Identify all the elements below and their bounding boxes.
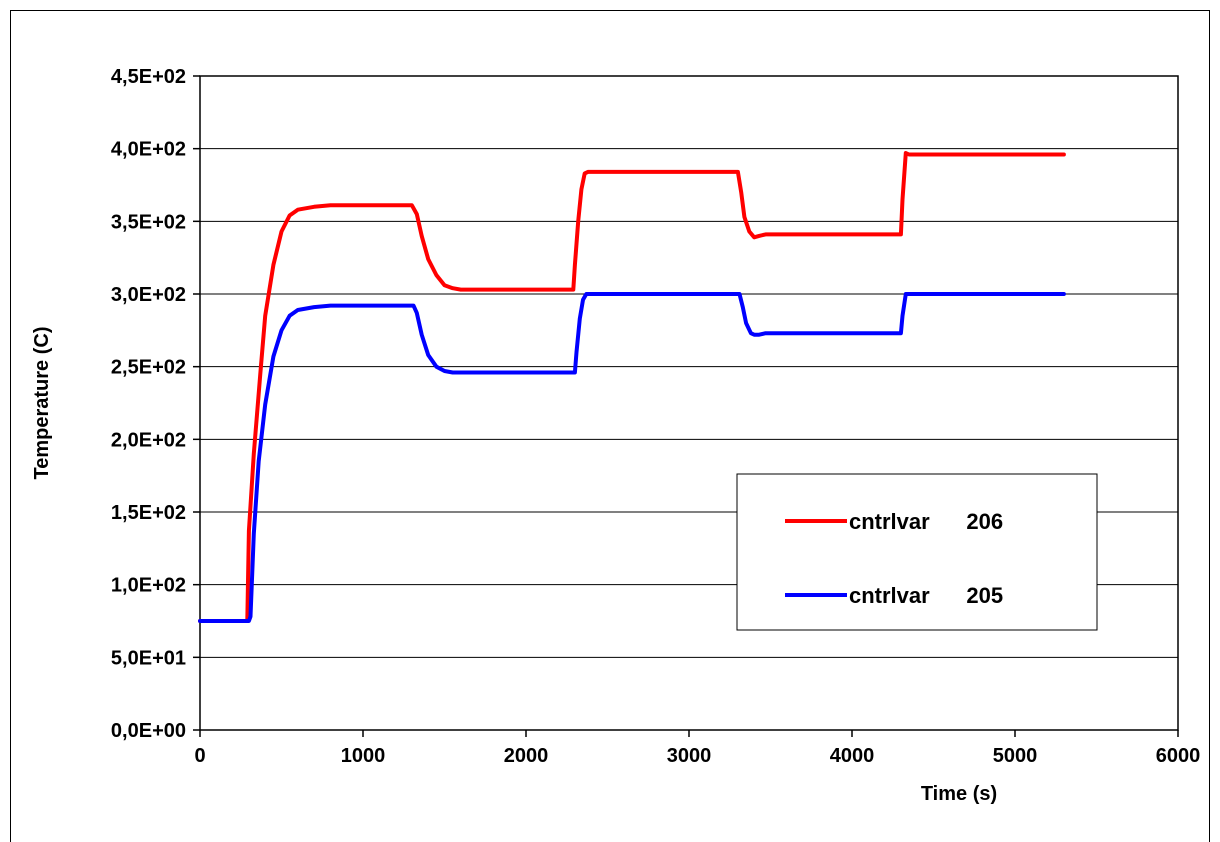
- legend-box: [736, 473, 1098, 631]
- y-tick-label: 2,5E+02: [111, 357, 186, 379]
- y-tick-label: 1,5E+02: [111, 502, 186, 524]
- y-tick-label: 3,5E+02: [111, 211, 186, 233]
- plot-area: [199, 75, 1179, 731]
- x-tick-label: 0: [194, 745, 205, 767]
- legend-label-series-206: cntrlvar 206: [849, 509, 1003, 534]
- x-tick-label: 6000: [1156, 745, 1201, 767]
- x-axis: 0 1000 2000 3000 4000 5000 6000: [194, 730, 1200, 767]
- y-tick-label: 5,0E+01: [111, 647, 186, 669]
- legend-label-series-205: cntrlvar 205: [849, 583, 1003, 608]
- legend: cntrlvar 206 cntrlvar 205: [736, 473, 1098, 631]
- x-tick-label: 2000: [504, 745, 549, 767]
- y-tick-label: 0,0E+00: [111, 720, 186, 742]
- y-tick-label: 3,0E+02: [111, 284, 186, 306]
- x-tick-label: 3000: [667, 745, 712, 767]
- x-tick-label: 1000: [341, 745, 386, 767]
- series-line-1: [198, 292, 1066, 623]
- y-axis: 0,0E+00 5,0E+01 1,0E+02 1,5E+02 2,0E+02 2,5E+…: [111, 66, 200, 742]
- y-tick-label: 2,0E+02: [111, 429, 186, 451]
- x-axis-title: Time (s): [921, 783, 997, 805]
- series-lines: [198, 151, 1066, 623]
- x-tick-label: 5000: [993, 745, 1038, 767]
- y-tick-label: 1,0E+02: [111, 575, 186, 597]
- y-axis-title: Temperature (C): [31, 327, 53, 480]
- series-line-0: [198, 151, 1066, 623]
- x-tick-label: 4000: [830, 745, 875, 767]
- y-tick-label: 4,5E+02: [111, 66, 186, 88]
- y-tick-label: 4,0E+02: [111, 139, 186, 161]
